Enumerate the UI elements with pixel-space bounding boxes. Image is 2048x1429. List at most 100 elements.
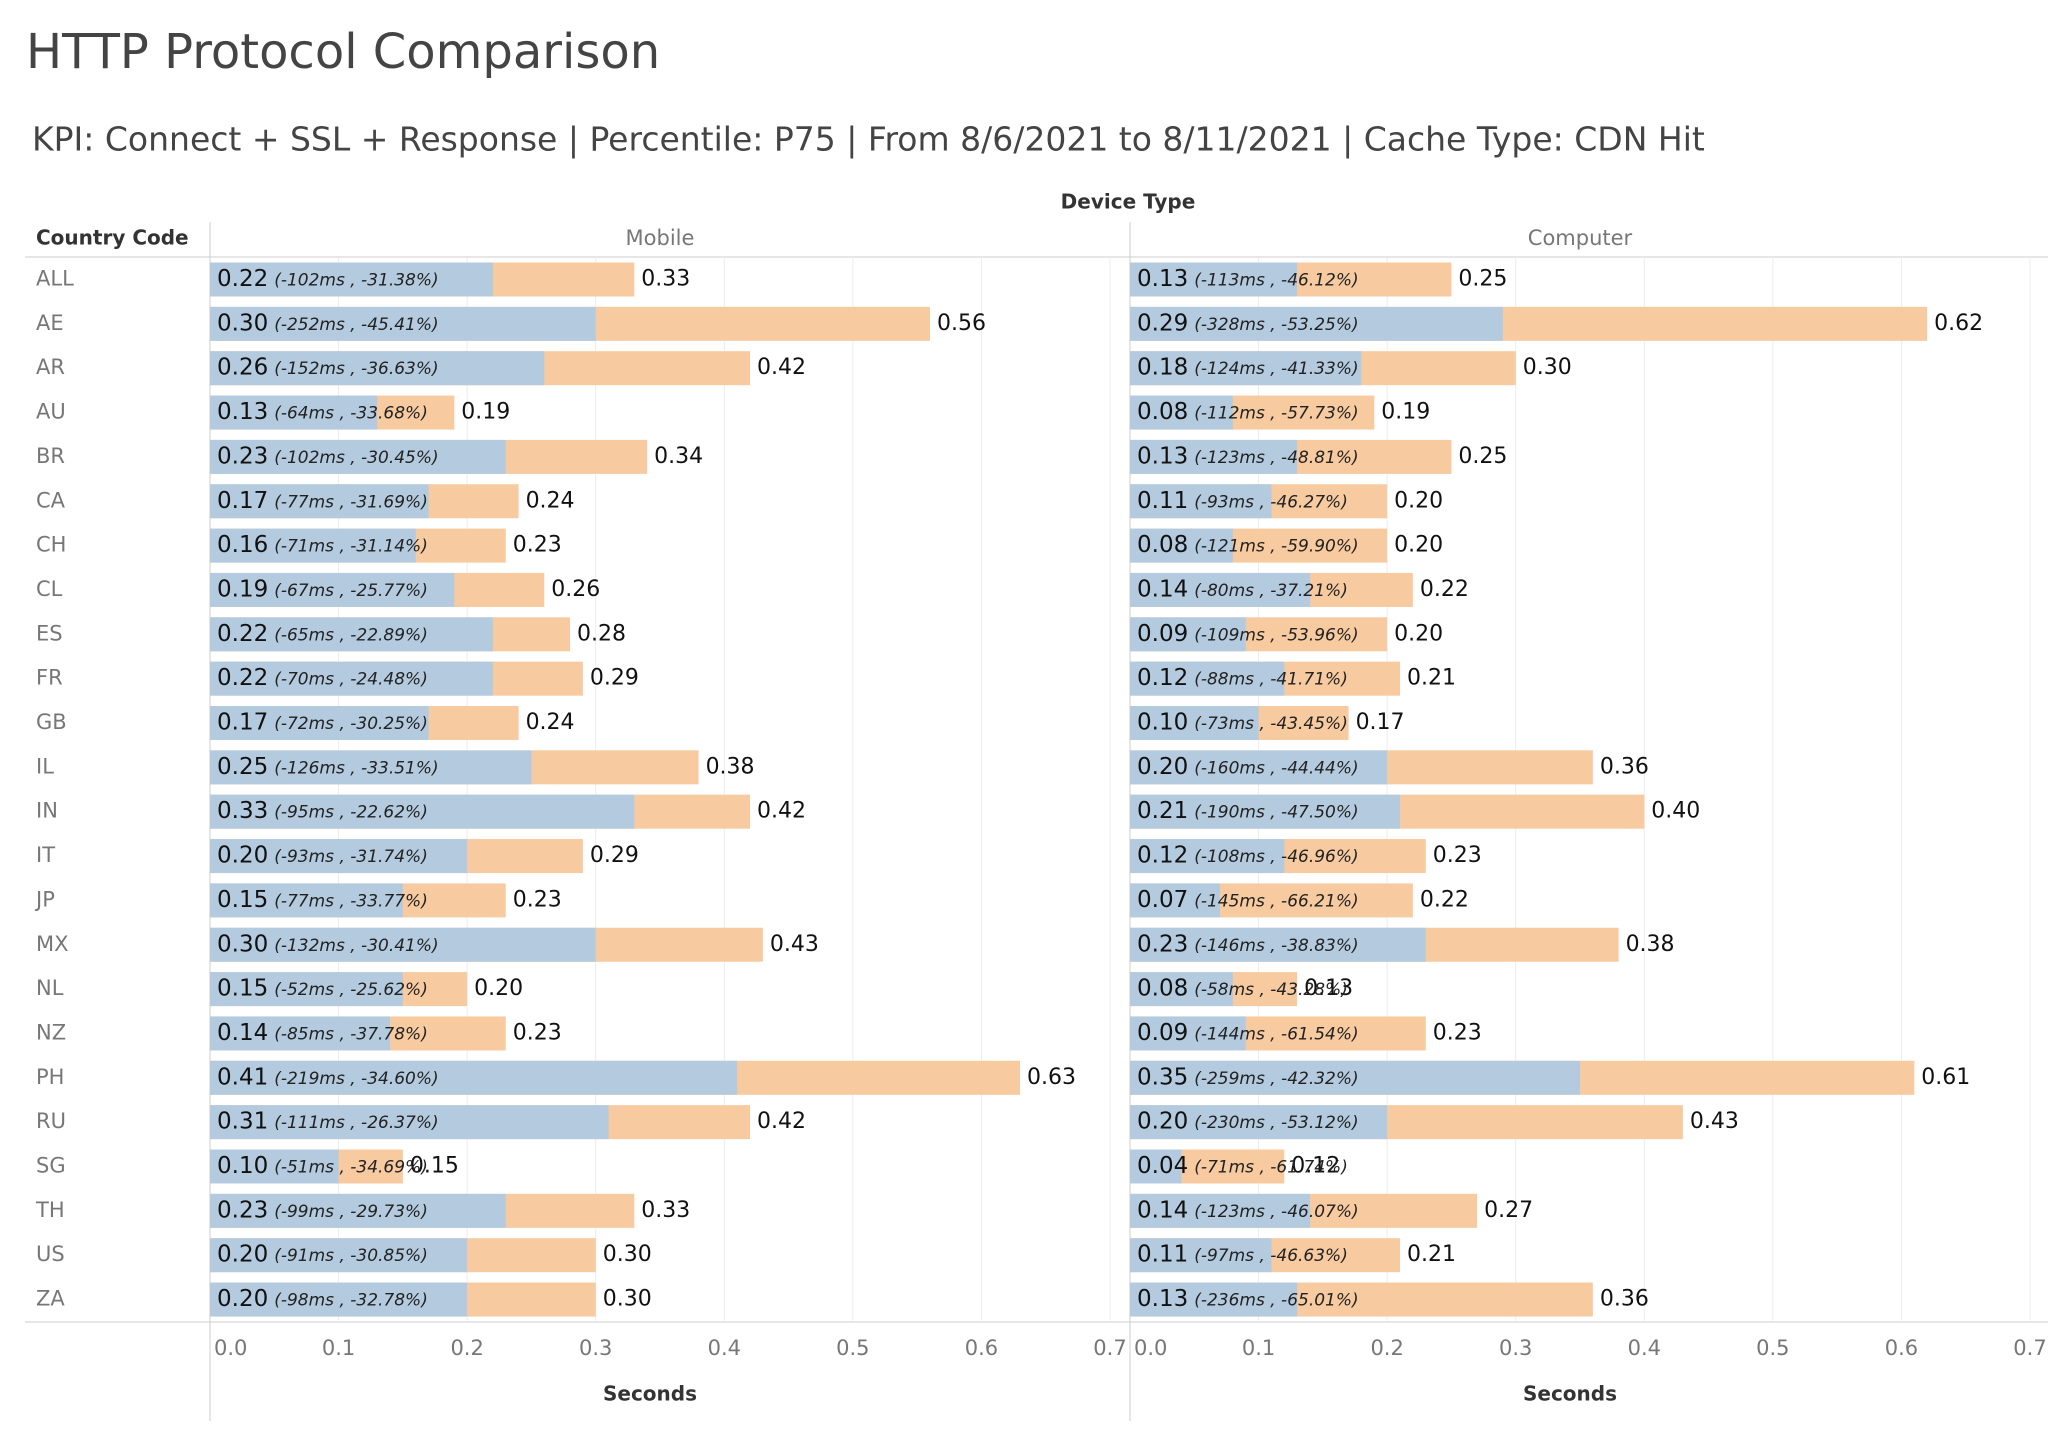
delta-label: (-102ms , -31.38%) xyxy=(274,271,438,291)
value-label: 0.21 xyxy=(1407,1242,1456,1267)
row-label: ES xyxy=(36,621,63,645)
x-tick-label: 0.0 xyxy=(1134,1336,1167,1360)
bar xyxy=(210,839,468,874)
delta-label: (-93ms , -31.74%) xyxy=(274,847,428,867)
bar xyxy=(1130,1282,1298,1317)
delta-label: (-77ms , -33.77%) xyxy=(274,891,428,911)
bar xyxy=(210,794,635,829)
bar xyxy=(210,351,545,386)
value-label: 0.35 xyxy=(1137,1064,1188,1090)
delta-label: (-146ms , -38.83%) xyxy=(1194,936,1358,956)
bar xyxy=(1130,839,1285,874)
value-label: 0.61 xyxy=(1921,1065,1970,1090)
row-label: RU xyxy=(36,1109,66,1133)
value-label: 0.04 xyxy=(1137,1153,1188,1179)
value-label: 0.15 xyxy=(217,976,268,1002)
value-label: 0.17 xyxy=(217,488,268,514)
value-label: 0.30 xyxy=(603,1287,652,1312)
x-tick-label: 0.6 xyxy=(1885,1336,1918,1360)
value-label: 0.09 xyxy=(1137,1020,1188,1046)
delta-label: (-85ms , -37.78%) xyxy=(274,1024,428,1044)
bar xyxy=(210,262,493,297)
row-label: NZ xyxy=(36,1020,66,1044)
value-label: 0.62 xyxy=(1934,311,1983,336)
value-label: 0.20 xyxy=(217,1286,268,1312)
value-label: 0.17 xyxy=(1356,710,1405,735)
value-label: 0.20 xyxy=(1394,621,1443,646)
delta-label: (-123ms , -48.81%) xyxy=(1194,448,1358,468)
delta-label: (-328ms , -53.25%) xyxy=(1194,315,1358,335)
column-header: Device Type xyxy=(1061,190,1196,214)
row-label: ZA xyxy=(36,1287,65,1311)
value-label: 0.25 xyxy=(1458,267,1507,292)
bar xyxy=(210,572,455,607)
value-label: 0.38 xyxy=(706,754,755,779)
value-label: 0.38 xyxy=(1626,932,1675,957)
x-tick-label: 0.3 xyxy=(579,1336,612,1360)
delta-label: (-91ms , -30.85%) xyxy=(274,1246,428,1266)
value-label: 0.20 xyxy=(474,976,523,1001)
value-label: 0.23 xyxy=(1137,931,1188,957)
value-label: 0.22 xyxy=(217,665,268,691)
row-label: AR xyxy=(36,355,65,379)
bar xyxy=(1130,306,1503,341)
value-label: 0.15 xyxy=(410,1154,459,1179)
bar xyxy=(210,1149,339,1184)
bar xyxy=(1130,750,1388,785)
delta-label: (-259ms , -42.32%) xyxy=(1194,1069,1358,1089)
row-label: AE xyxy=(36,311,64,335)
delta-label: (-72ms , -30.25%) xyxy=(274,714,428,734)
bar xyxy=(1130,1193,1310,1228)
x-tick-label: 0.2 xyxy=(450,1336,483,1360)
delta-label: (-124ms , -41.33%) xyxy=(1194,359,1358,379)
value-label: 0.21 xyxy=(1407,666,1456,691)
value-label: 0.20 xyxy=(1137,754,1188,780)
bar xyxy=(210,1016,390,1051)
value-label: 0.20 xyxy=(217,1242,268,1268)
value-label: 0.15 xyxy=(217,887,268,913)
value-label: 0.17 xyxy=(217,710,268,736)
delta-label: (-52ms , -25.62%) xyxy=(274,980,428,1000)
value-label: 0.13 xyxy=(217,399,268,425)
delta-label: (-102ms , -30.45%) xyxy=(274,448,438,468)
value-label: 0.26 xyxy=(551,577,600,602)
delta-label: (-51ms , -34.69%) xyxy=(274,1158,428,1178)
value-label: 0.11 xyxy=(1137,1242,1188,1268)
delta-label: (-70ms , -24.48%) xyxy=(274,670,428,690)
value-label: 0.07 xyxy=(1137,887,1188,913)
value-label: 0.08 xyxy=(1137,976,1188,1002)
row-label: JP xyxy=(34,887,55,911)
bar xyxy=(210,1060,738,1095)
value-label: 0.23 xyxy=(513,887,562,912)
value-label: 0.29 xyxy=(590,843,639,868)
value-label: 0.19 xyxy=(461,400,510,425)
value-label: 0.27 xyxy=(1484,1198,1533,1223)
value-label: 0.28 xyxy=(577,621,626,646)
bar xyxy=(210,484,429,519)
x-tick-label: 0.3 xyxy=(1499,1336,1532,1360)
value-label: 0.24 xyxy=(526,710,575,735)
x-tick-label: 0.5 xyxy=(1756,1336,1789,1360)
value-label: 0.30 xyxy=(217,310,268,336)
delta-label: (-64ms , -33.68%) xyxy=(274,404,428,424)
x-tick-label: 0.0 xyxy=(214,1336,247,1360)
bar xyxy=(210,750,532,785)
value-label: 0.19 xyxy=(1381,400,1430,425)
value-label: 0.63 xyxy=(1027,1065,1076,1090)
delta-label: (-71ms , -31.14%) xyxy=(274,537,428,557)
value-label: 0.23 xyxy=(513,533,562,558)
delta-label: (-88ms , -41.71%) xyxy=(1194,670,1348,690)
bar xyxy=(210,395,378,430)
bar xyxy=(1130,706,1259,740)
value-label: 0.23 xyxy=(1433,1020,1482,1045)
value-label: 0.20 xyxy=(1137,1109,1188,1135)
bar xyxy=(1130,1016,1246,1051)
bar xyxy=(1130,439,1298,474)
bar xyxy=(1130,262,1298,297)
bar xyxy=(210,927,596,962)
value-label: 0.10 xyxy=(1137,710,1188,736)
value-label: 0.21 xyxy=(1137,798,1188,824)
delta-label: (-123ms , -46.07%) xyxy=(1194,1202,1358,1222)
delta-label: (-67ms , -25.77%) xyxy=(274,581,428,601)
